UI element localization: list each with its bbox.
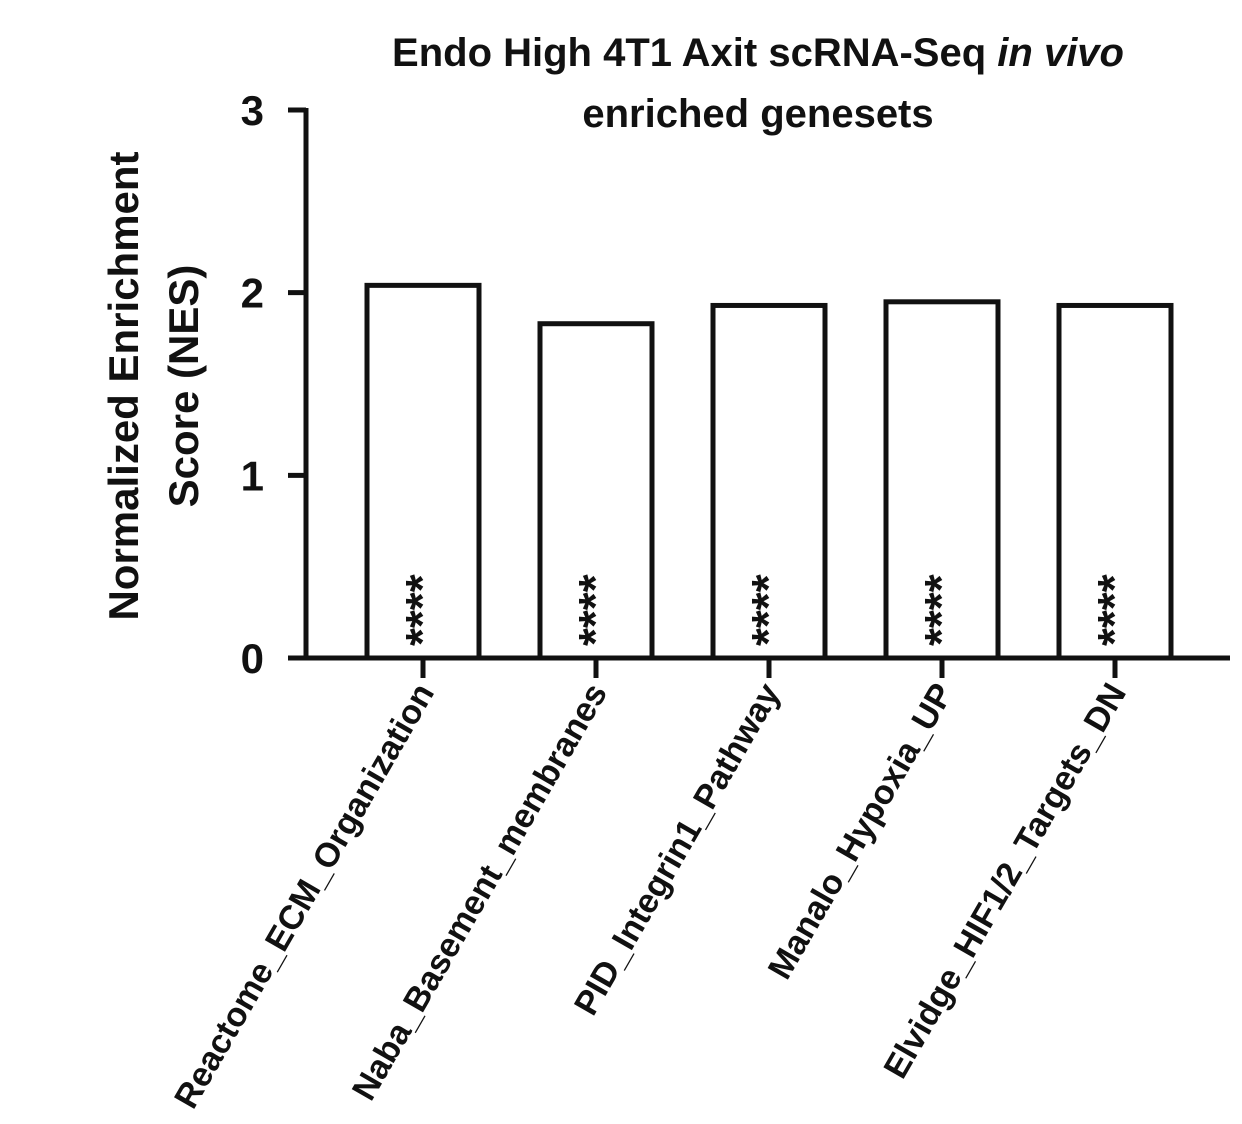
significance-label: **** bbox=[915, 574, 967, 646]
significance-label: **** bbox=[396, 574, 448, 646]
bar bbox=[883, 299, 1001, 661]
significance-label: **** bbox=[742, 574, 794, 646]
chart-title-line1: Endo High 4T1 Axit scRNA-Seq in vivo bbox=[392, 31, 1124, 75]
y-tick-label: 1 bbox=[241, 452, 264, 499]
significance-label: **** bbox=[569, 574, 621, 646]
y-axis-label: Normalized Enrichment Score (NES) bbox=[100, 151, 207, 620]
x-tick-label: Manalo_Hypoxia_UP bbox=[761, 677, 961, 986]
y-axis-label-line1: Normalized Enrichment bbox=[100, 151, 147, 620]
x-tick-label: PID_Integrin1_Pathway bbox=[567, 677, 788, 1022]
y-tick-label: 3 bbox=[241, 87, 264, 134]
chart-title-line2: enriched genesets bbox=[582, 92, 933, 136]
plot-area: 0123****Reactome_ECM_Organization****Nab… bbox=[167, 87, 1230, 1115]
chart-title-italic: in vivo bbox=[997, 31, 1124, 75]
chart-title-main: Endo High 4T1 Axit scRNA-Seq bbox=[392, 31, 997, 75]
y-tick-label: 0 bbox=[241, 635, 264, 682]
significance-label: **** bbox=[1088, 574, 1140, 646]
bar bbox=[364, 282, 482, 661]
bar bbox=[537, 321, 655, 661]
y-tick-label: 2 bbox=[241, 270, 264, 317]
y-axis-label-line2: Score (NES) bbox=[160, 265, 207, 508]
